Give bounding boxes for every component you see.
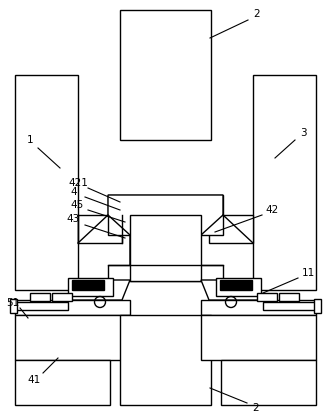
Text: 45: 45 [71,200,84,210]
Bar [52,293,72,301]
Bar [279,293,299,301]
Polygon shape [201,215,223,235]
Polygon shape [201,280,263,300]
Polygon shape [108,195,223,265]
Bar [30,293,50,301]
Bar [15,302,68,310]
Text: 3: 3 [300,128,306,138]
Text: 2: 2 [253,403,259,413]
Bar [209,215,253,243]
Polygon shape [68,280,130,300]
Bar [263,302,316,310]
Bar [216,278,261,296]
Bar [15,315,130,360]
Bar [201,315,316,360]
Polygon shape [108,215,130,235]
Text: 2: 2 [254,9,260,19]
Bar [221,360,316,405]
Bar [68,278,113,296]
Bar [120,315,211,405]
Bar [78,215,122,243]
Bar [15,300,130,315]
Text: 43: 43 [67,214,80,224]
Bar [314,299,321,313]
Text: 1: 1 [27,135,33,145]
Bar [253,75,316,290]
Bar [72,280,104,290]
Bar [257,293,277,301]
Bar [130,215,201,281]
Text: 41: 41 [27,375,41,385]
Text: 11: 11 [301,268,315,278]
Bar [15,360,110,405]
Bar [15,75,78,290]
Bar [120,10,211,140]
Bar [108,265,223,281]
Text: 51: 51 [6,298,20,308]
Text: 42: 42 [265,205,279,215]
Text: 4: 4 [71,187,77,197]
Bar [10,299,17,313]
Bar [220,280,252,290]
Bar [201,300,316,315]
Bar [108,195,223,215]
Text: 421: 421 [68,178,88,188]
